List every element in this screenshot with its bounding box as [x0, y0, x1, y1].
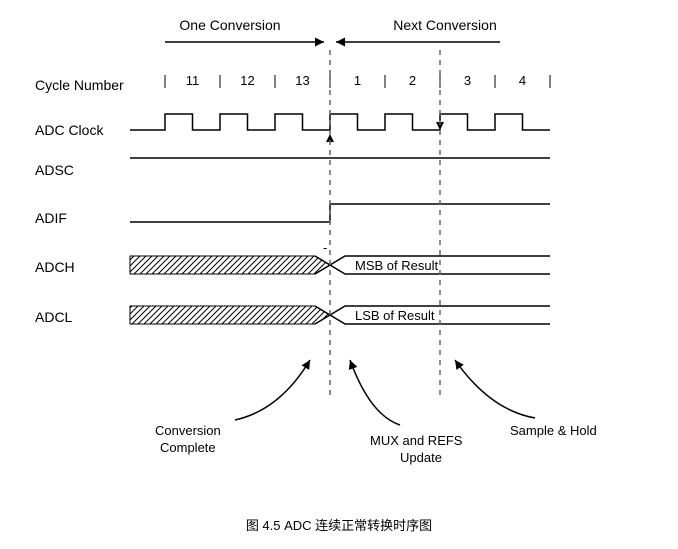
adcl-text: LSB of Result — [355, 308, 435, 323]
svg-text:4: 4 — [519, 73, 526, 88]
adch-bus — [130, 256, 550, 274]
adch-text: MSB of Result — [355, 258, 438, 273]
timing-diagram: One Conversion Next Conversion Cycle Num… — [0, 0, 678, 549]
cycle-ticks: 1112131234 — [165, 73, 550, 88]
svg-text:13: 13 — [295, 73, 309, 88]
svg-text:3: 3 — [464, 73, 471, 88]
annot-sample: Sample & Hold — [510, 423, 597, 438]
svg-text:1: 1 — [354, 73, 361, 88]
adcl-bus — [130, 306, 550, 324]
adch-minus: - — [323, 240, 327, 255]
svg-text:2: 2 — [409, 73, 416, 88]
header-left: One Conversion — [179, 17, 280, 33]
svg-text:11: 11 — [186, 73, 200, 88]
arrow-sample — [455, 360, 535, 418]
arrow-conversion-complete — [235, 360, 310, 420]
annot-mux2: Update — [400, 450, 442, 465]
arrow-mux — [350, 360, 400, 425]
adif-wave — [130, 204, 550, 222]
figure-caption: 图 4.5 ADC 连续正常转换时序图 — [246, 518, 432, 533]
header-right: Next Conversion — [393, 17, 497, 33]
svg-text:12: 12 — [240, 73, 254, 88]
annot-mux1: MUX and REFS — [370, 433, 463, 448]
annot-conv1: Conversion — [155, 423, 221, 438]
label-adsc: ADSC — [35, 162, 74, 178]
label-adch: ADCH — [35, 259, 75, 275]
adc-clock-wave — [130, 114, 550, 130]
label-cycle-number: Cycle Number — [35, 77, 124, 93]
label-adcl: ADCL — [35, 309, 73, 325]
label-adc-clock: ADC Clock — [35, 122, 104, 138]
annot-conv2: Complete — [160, 440, 216, 455]
label-adif: ADIF — [35, 210, 67, 226]
